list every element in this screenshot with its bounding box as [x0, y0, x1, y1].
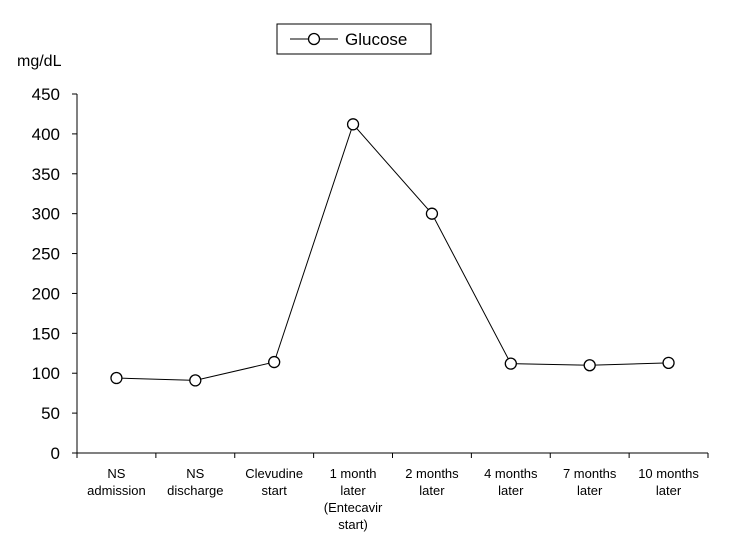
series-line-glucose [116, 123, 669, 381]
legend: Glucose [276, 23, 432, 55]
x-tick-label-line: 2 months [405, 466, 459, 481]
y-tick-label: 50 [41, 404, 60, 423]
y-tick-label: 350 [32, 165, 60, 184]
x-tick-label-line: 4 months [484, 466, 538, 481]
x-tick-label-line: NS [186, 466, 204, 481]
legend-marker-swatch [307, 32, 321, 46]
y-axis-unit-label: mg/dL [17, 53, 62, 70]
data-point-marker [110, 371, 123, 385]
x-tick-label: NS admission [87, 466, 146, 498]
data-point-marker [425, 207, 439, 220]
x-tick-label: 10 months later [638, 466, 699, 498]
data-point-marker [346, 118, 360, 131]
x-tick-label-line: later [419, 483, 445, 498]
y-tick-label: 0 [51, 444, 60, 463]
x-tick-label-line: (Entecavir [324, 500, 383, 515]
x-tick-label: Clevudine start [245, 466, 303, 498]
data-point-marker [268, 355, 281, 369]
x-tick-label-line: later [577, 483, 603, 498]
y-tick-label: 150 [32, 324, 60, 343]
y-tick-label: 400 [32, 125, 60, 144]
data-point-marker [583, 359, 596, 372]
y-tick-label: 450 [32, 85, 60, 104]
legend-label: Glucose [345, 30, 407, 49]
x-tick-label-line: later [656, 483, 682, 498]
x-tick-label-line: 1 month [330, 466, 377, 481]
x-tick-label-line: later [498, 483, 524, 498]
x-tick-label: 1 month later (Entecavir start) [324, 466, 383, 532]
x-axis: NS admission NS discharge Clevudine start 1 mo… [76, 452, 709, 532]
y-tick-label: 300 [32, 205, 60, 224]
data-point-marker [504, 357, 517, 370]
x-tick-label: 2 months later [405, 466, 459, 498]
y-axis: 0 50 100 150 200 250 300 350 400 450 [32, 85, 78, 463]
x-tick-label-line: start) [338, 517, 368, 532]
x-tick-label: NS discharge [167, 466, 223, 498]
x-tick-label-line: 7 months [563, 466, 617, 481]
x-tick-label-line: Clevudine [245, 466, 303, 481]
x-tick-label-line: discharge [167, 483, 223, 498]
x-tick-label-line: later [340, 483, 366, 498]
x-tick-label-line: admission [87, 483, 146, 498]
x-tick-label-line: NS [107, 466, 125, 481]
y-tick-label: 100 [32, 364, 60, 383]
x-tick-label-line: start [262, 483, 288, 498]
data-point-marker [662, 356, 675, 370]
data-point-marker [189, 374, 202, 387]
x-tick-label: 7 months later [563, 466, 617, 498]
x-tick-label: 4 months later [484, 466, 538, 498]
x-tick-label-line: 10 months [638, 466, 699, 481]
series-layer [110, 118, 675, 387]
y-tick-label: 250 [32, 245, 60, 264]
y-tick-label: 200 [32, 284, 60, 303]
